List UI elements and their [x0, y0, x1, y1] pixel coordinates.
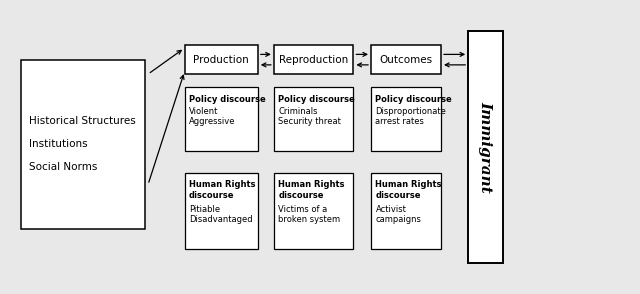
Text: Reproduction: Reproduction: [279, 55, 348, 65]
Text: Violent
Aggressive: Violent Aggressive: [189, 107, 236, 126]
Text: Human Rights
discourse: Human Rights discourse: [189, 181, 255, 200]
FancyBboxPatch shape: [371, 87, 441, 151]
Text: Human Rights
discourse: Human Rights discourse: [278, 181, 345, 200]
Text: Criminals
Security threat: Criminals Security threat: [278, 107, 341, 126]
Text: Policy discourse: Policy discourse: [278, 95, 355, 103]
FancyBboxPatch shape: [274, 87, 353, 151]
FancyBboxPatch shape: [184, 87, 258, 151]
FancyBboxPatch shape: [274, 45, 353, 74]
FancyBboxPatch shape: [468, 31, 503, 263]
FancyBboxPatch shape: [184, 45, 258, 74]
Text: Disproportionate
arrest rates: Disproportionate arrest rates: [376, 107, 446, 126]
Text: Victims of a
broken system: Victims of a broken system: [278, 205, 340, 224]
FancyBboxPatch shape: [274, 173, 353, 249]
Text: Immigrant: Immigrant: [479, 101, 493, 193]
Text: Policy discourse: Policy discourse: [189, 95, 266, 103]
Text: Outcomes: Outcomes: [380, 55, 433, 65]
Text: Historical Structures

Institutions

Social Norms: Historical Structures Institutions Socia…: [29, 116, 136, 172]
Text: Activist
campaigns: Activist campaigns: [376, 205, 421, 224]
FancyBboxPatch shape: [371, 173, 441, 249]
FancyBboxPatch shape: [371, 45, 441, 74]
FancyBboxPatch shape: [20, 60, 145, 228]
Text: Policy discourse: Policy discourse: [376, 95, 452, 103]
Text: Human Rights
discourse: Human Rights discourse: [376, 181, 442, 200]
FancyBboxPatch shape: [184, 173, 258, 249]
Text: Production: Production: [193, 55, 249, 65]
Text: Pitiable
Disadvantaged: Pitiable Disadvantaged: [189, 205, 253, 224]
